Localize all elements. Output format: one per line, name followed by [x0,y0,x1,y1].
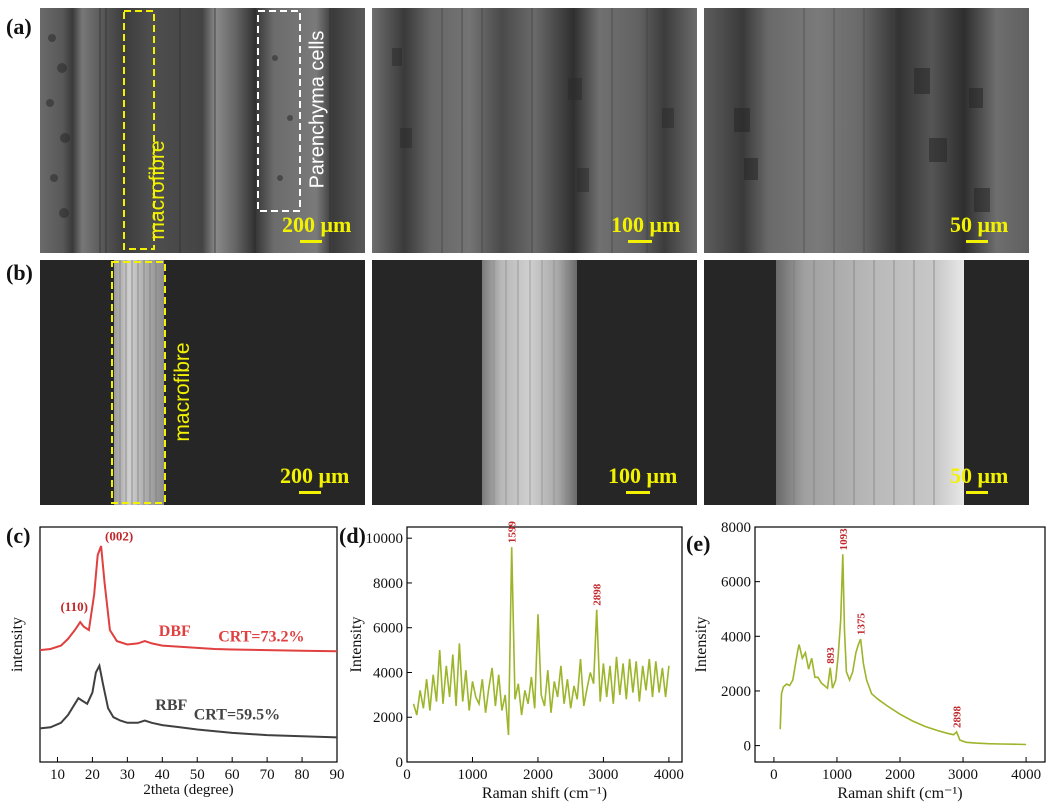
xrd-peak-label: (002) [105,528,133,543]
xrd-line-dbf [39,545,338,653]
raman-e-ytick-label: 6000 [721,575,751,591]
xrd-annotation-dbf: CRT=73.2% [218,629,304,646]
xrd-series-name-rbf: RBF [155,697,187,714]
xrd-xtick-label: 90 [330,767,345,783]
raman-e-ytick-label: 4000 [721,629,751,645]
xrd-y-axis-label: intensity [9,617,26,672]
raman-d-x-axis-label: Raman shift (cm⁻¹) [482,785,607,802]
xrd-x-axis-label: 2theta (degree) [143,782,233,798]
scale-bar-a1 [300,240,322,243]
raman-e-peak-label: 893 [825,647,837,664]
xrd-xtick-label: 30 [120,767,135,783]
raman-e-x-axis-label: Raman shift (cm⁻¹) [837,785,962,802]
xrd-peak-label: (110) [60,599,87,614]
raman-d-spectrum-line [412,547,670,736]
raman-e-peak-label: 1093 [838,528,850,551]
panel-letter-c: (c) [6,523,31,548]
raman-d-xtick-label: 3000 [588,767,618,783]
raman-d-axes-frame [406,526,683,763]
scale-label-a3: 50 μm [950,212,1009,237]
xrd-xtick-label: 60 [225,767,240,783]
panel-letter-a: (a) [6,14,32,39]
raman-e-ytick-label: 2000 [721,684,751,700]
xrd-annotation-rbf: CRT=59.5% [194,707,280,724]
xrd-axes-frame [39,526,338,763]
raman-e-xtick-label: 1000 [822,767,852,783]
raman-e-peak-label: 2898 [952,705,964,728]
raman-d-peak-label: 1599 [507,521,519,544]
scale-bar-a2 [628,240,652,243]
raman-d-ytick-label: 2000 [373,710,403,726]
raman-e-xtick-label: 2000 [885,767,915,783]
xrd-xtick-label: 20 [85,767,100,783]
raman-d-ytick-label: 0 [396,755,404,771]
sem-image-a3 [704,8,1029,253]
raman-e-peak-label: 1375 [856,613,868,636]
sem-image-a2 [372,8,697,253]
xrd-xtick-label: 40 [155,767,170,783]
raman-e-xtick-label: 3000 [948,767,978,783]
sem-image-a1 [40,8,365,253]
raman-e-spectrum-line [779,554,1027,746]
raman-d-ytick-label: 8000 [373,576,403,592]
xrd-xtick-label: 80 [295,767,310,783]
sem-image-b2 [372,260,697,505]
scale-bar-b2 [626,491,650,494]
raman-d-xtick-label: 0 [403,767,411,783]
scale-label-b3: 50 μm [950,463,1009,488]
xrd-line-rbf [39,662,338,739]
raman-d-peak-label: 2898 [592,583,604,606]
scale-label-a1: 200 μm [282,212,352,237]
xrd-xtick-label: 50 [190,767,205,783]
scale-bar-b1 [299,491,321,494]
raman-e-y-axis-label: Intensity [693,617,710,673]
sem-image-b3 [704,260,1029,505]
raman-d-xtick-label: 2000 [523,767,553,783]
xrd-xtick-label: 70 [260,767,275,783]
raman-e-ytick-label: 0 [744,739,752,755]
raman-e-xtick-label: 0 [770,767,778,783]
raman-chart-d: 0 1000 2000 3000 4000 Raman shift (cm⁻¹) Inten… [348,521,684,802]
raman-e-ytick-label: 8000 [721,520,751,536]
scale-label-a2: 100 μm [611,212,681,237]
sem-image-b1 [40,260,365,505]
panel-letter-d: (d) [339,523,366,548]
scale-bar-a3 [966,240,988,243]
panel-letter-e: (e) [686,531,711,556]
scale-label-b1: 200 μm [280,463,350,488]
raman-e-xtick-label: 4000 [1011,767,1041,783]
raman-d-ytick-label: 4000 [373,665,403,681]
scale-label-b2: 100 μm [608,463,678,488]
raman-d-ytick-label: 6000 [373,621,403,637]
xrd-chart: 10 20 30 40 50 60 70 80 90 2theta (degree) intensi… [9,526,345,798]
scale-bar-b3 [966,491,988,494]
raman-d-y-axis-label: Intensity [348,617,365,673]
raman-d-xtick-label: 1000 [457,767,487,783]
xrd-xtick-label: 10 [50,767,65,783]
raman-d-xtick-label: 4000 [654,767,684,783]
raman-chart-e: 0 1000 2000 3000 4000 Raman shift (cm⁻¹) Inten… [693,520,1046,802]
xrd-series-name-dbf: DBF [159,623,191,640]
panel-letter-b: (b) [6,260,33,285]
raman-d-ytick-label: 10000 [366,531,404,547]
